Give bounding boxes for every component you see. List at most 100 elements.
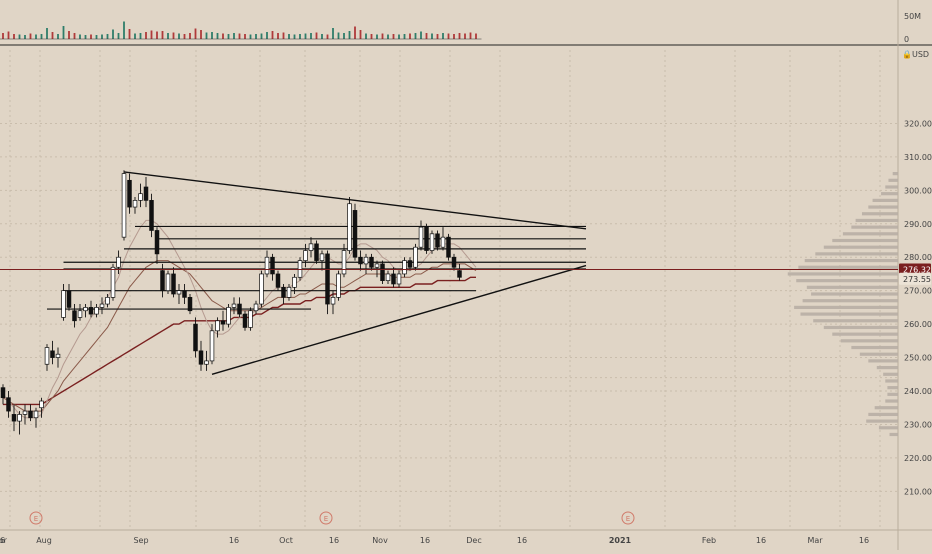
time-axis-label: 16	[420, 536, 430, 545]
volume-bar	[13, 34, 15, 39]
candle-body	[374, 263, 380, 268]
volume-bar	[354, 26, 356, 39]
volume-bar	[359, 30, 362, 39]
candle-body	[50, 350, 55, 358]
candle-body	[440, 236, 446, 248]
volume-bar	[117, 33, 120, 39]
candle-body	[418, 226, 424, 248]
lock-icon: 🔒	[902, 50, 912, 59]
volume-profile-bar	[855, 218, 898, 223]
volume-profile-bar	[881, 192, 898, 196]
candle-body	[451, 256, 457, 268]
volume-bar	[51, 32, 54, 39]
volume-bar	[453, 34, 455, 39]
volume-bar	[29, 33, 32, 39]
volume-bar	[447, 33, 450, 39]
volume-bar	[62, 26, 65, 39]
trendline-1[interactable]	[211, 264, 587, 375]
candle-body	[44, 347, 50, 365]
volume-profile-bar	[885, 185, 898, 189]
price-axis-label: 320.00	[904, 119, 932, 128]
time-axis-label: Oct	[279, 536, 293, 545]
candle-body	[160, 270, 165, 292]
time-axis-label: Aug	[36, 536, 52, 545]
volume-profile	[787, 172, 898, 437]
volume-profile-bar	[868, 205, 898, 209]
volume-bar	[178, 33, 180, 39]
volume-bar	[365, 33, 367, 39]
candle-body	[319, 253, 325, 261]
price-axis-label: 300.00	[904, 186, 932, 195]
time-axis-label: Nov	[372, 536, 388, 545]
candle-body	[193, 323, 198, 352]
volume-bar	[271, 31, 274, 39]
candle-body	[292, 276, 297, 288]
volume-bar	[172, 32, 175, 39]
volume-profile-bar	[859, 352, 898, 356]
volume-profile-bar	[876, 365, 898, 370]
candle-body	[149, 200, 154, 231]
volume-bar	[150, 30, 153, 39]
candle-body	[281, 286, 286, 298]
candle-body	[143, 186, 149, 201]
volume-bar	[106, 34, 109, 39]
candle-body	[116, 256, 121, 268]
volume-bar	[7, 31, 10, 39]
earnings-marker[interactable]: E	[621, 511, 635, 525]
volume-profile-bar	[885, 399, 898, 403]
price-badge-bg	[899, 272, 931, 285]
candle-body	[132, 200, 138, 208]
volume-profile-bar	[874, 406, 898, 410]
volume-bar	[260, 33, 263, 39]
volume-bar	[139, 33, 142, 39]
volume-profile-bar	[840, 339, 898, 343]
time-axis-label: 2021	[609, 536, 632, 545]
earnings-marker[interactable]: E	[319, 511, 333, 525]
candle-body	[171, 273, 176, 295]
volume-bar	[277, 33, 279, 39]
earnings-marker[interactable]: E	[29, 511, 43, 525]
volume-bar	[216, 33, 219, 39]
volume-bar	[227, 34, 230, 39]
candle-body	[61, 290, 66, 318]
volume-profile-bar	[868, 359, 898, 363]
currency-selector[interactable]: 🔒 USD	[902, 50, 929, 59]
candle-body	[138, 193, 143, 201]
volume-bar	[145, 32, 147, 39]
candle-body	[308, 243, 314, 251]
volume-bar	[205, 32, 208, 39]
volume-bar	[18, 34, 21, 39]
volume-axis-label-0: 0	[904, 35, 909, 44]
volume-bar	[282, 32, 285, 39]
candle-body	[154, 230, 160, 255]
price-axis-label: 240.00	[904, 387, 932, 396]
volume-bar	[266, 32, 268, 39]
candle-body	[55, 353, 61, 358]
price-axis-label: 250.00	[904, 354, 932, 363]
time-axis-label: 16	[517, 536, 527, 545]
candle-body	[22, 410, 28, 415]
candles	[0, 170, 462, 435]
volume-profile-bar	[887, 386, 898, 390]
volume-profile-bar	[868, 412, 898, 417]
volume-bar	[90, 34, 92, 39]
price-axis-label: 220.00	[904, 454, 932, 463]
volume-bar	[95, 35, 98, 39]
volume-bar	[326, 34, 329, 39]
candle-body	[242, 313, 248, 328]
trendline-0[interactable]	[123, 171, 587, 230]
candle-body	[105, 297, 110, 305]
volume-profile-bar	[878, 426, 898, 430]
horizontal-levels	[47, 225, 586, 310]
volume-bar	[387, 34, 389, 39]
candle-body	[385, 273, 391, 281]
volume-bar	[123, 21, 125, 39]
currency-label: USD	[912, 50, 929, 59]
price-axis-label: 270.00	[904, 287, 932, 296]
price-axis-label: 310.00	[904, 153, 932, 162]
volume-bar	[128, 29, 131, 39]
volume-bar	[343, 33, 345, 39]
